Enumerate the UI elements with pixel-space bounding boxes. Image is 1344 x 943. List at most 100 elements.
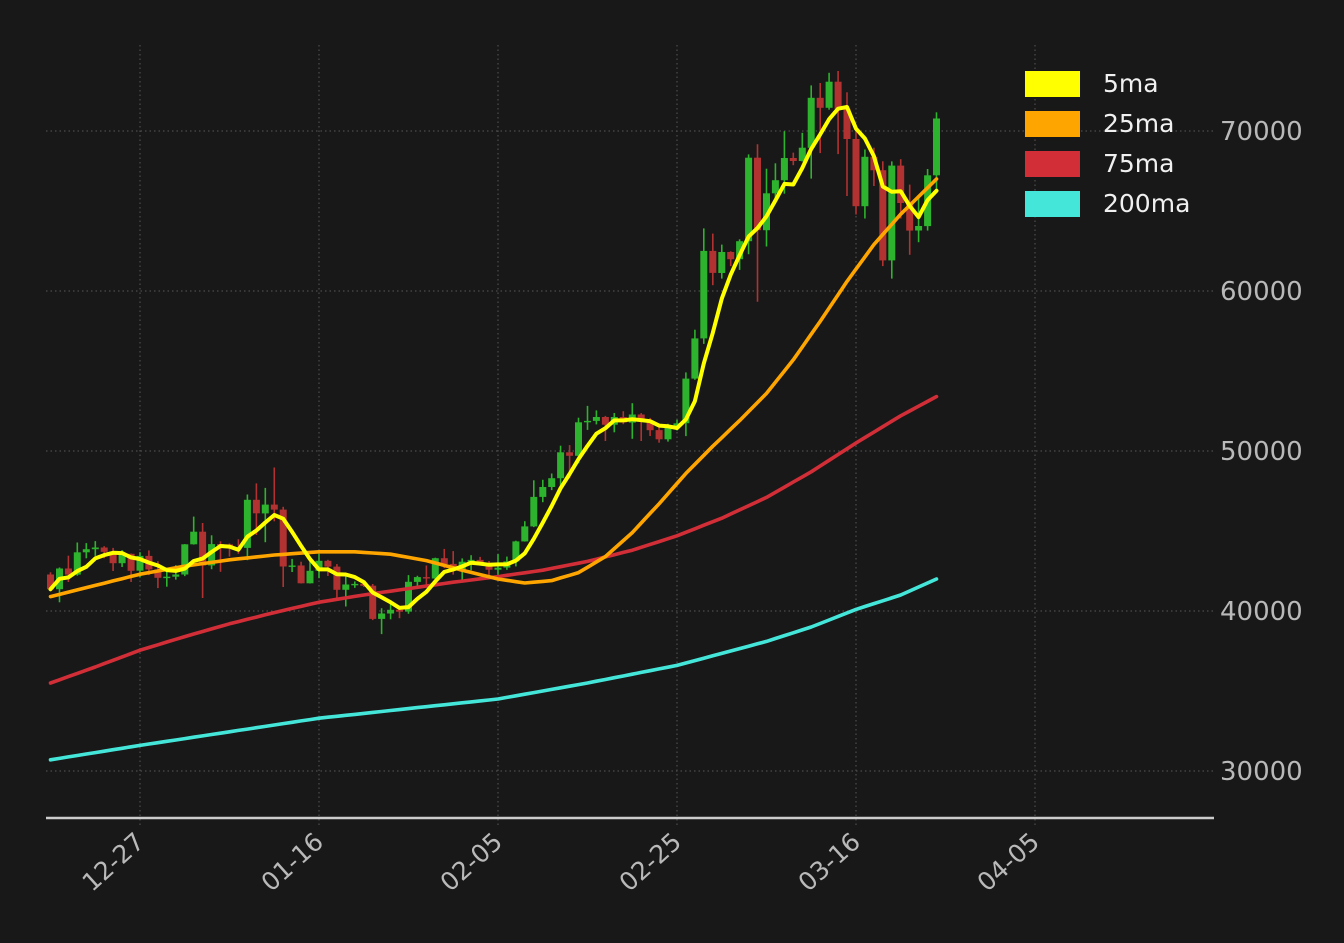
candle-body [861, 156, 869, 207]
legend-label: 5ma [1103, 69, 1159, 98]
candle-body [754, 157, 761, 231]
x-tick-label: 02-25 [614, 827, 687, 897]
candle-body [682, 378, 690, 424]
candle-body [109, 551, 117, 564]
grid [46, 45, 1214, 825]
candle-body [539, 487, 547, 497]
candle-body [270, 504, 278, 510]
candle-body [378, 613, 386, 619]
candle-body [575, 422, 582, 456]
candle-body [494, 567, 502, 570]
x-tick-label: 04-05 [972, 827, 1045, 897]
candle-body [208, 544, 216, 566]
legend-swatch-25ma [1025, 111, 1080, 137]
candle-body [763, 193, 770, 231]
candle-body [780, 158, 788, 181]
candle-body [798, 147, 806, 161]
x-tick-label: 01-16 [256, 827, 329, 897]
legend-item-75ma: 75ma [1025, 151, 1190, 177]
candle-body [369, 585, 377, 619]
candle-body [154, 569, 162, 578]
legend-swatch-75ma [1025, 151, 1080, 177]
candle-body [897, 165, 905, 203]
candle-body [476, 559, 484, 563]
candle-body [816, 97, 824, 108]
candle-body [73, 552, 81, 575]
candle-body [700, 250, 708, 339]
candle-body [199, 531, 207, 566]
legend-swatch-5ma [1025, 71, 1080, 97]
candle-body [342, 584, 350, 590]
legend-item-200ma: 200ma [1025, 191, 1190, 217]
candle-body [351, 583, 359, 586]
candle-body [673, 423, 681, 426]
y-tick-label: 70000 [1220, 117, 1303, 147]
candle-body [745, 157, 753, 242]
candle-body [736, 241, 744, 260]
candle-body [512, 541, 520, 562]
candle-body [592, 417, 600, 421]
y-tick-label: 40000 [1220, 597, 1303, 627]
candle-body [906, 203, 914, 231]
candle-body [566, 452, 574, 456]
candle-body [664, 425, 672, 440]
candle-body [315, 560, 323, 571]
y-tick-label: 60000 [1220, 277, 1303, 307]
candle-body [915, 226, 923, 231]
candle-body [118, 553, 126, 564]
candle-body [807, 97, 815, 148]
candle-body [243, 499, 251, 548]
legend-label: 25ma [1103, 109, 1175, 138]
x-tick-label: 03-16 [793, 827, 866, 897]
candle-body [252, 499, 260, 514]
candle-body [530, 496, 538, 527]
x-axis-labels: 12-27 01-16 02-05 02-25 03-16 04-05 [77, 827, 1045, 897]
ma-line-5ma [48, 105, 939, 610]
candle-body [413, 577, 421, 582]
y-tick-label: 30000 [1220, 757, 1303, 787]
candle-body [405, 581, 412, 612]
legend-item-5ma: 5ma [1025, 71, 1190, 97]
candle-body [47, 574, 54, 590]
candle-body [789, 158, 797, 161]
candle-body [637, 414, 645, 422]
candle-body [288, 565, 296, 567]
candle-body [190, 531, 198, 545]
candle-body [100, 547, 108, 552]
candle-body [718, 252, 726, 273]
candle-body [691, 338, 699, 379]
candle-body [172, 574, 180, 577]
legend-item-25ma: 25ma [1025, 111, 1190, 137]
candle-body [127, 553, 135, 571]
candle-body [825, 81, 833, 108]
candle-body [888, 165, 896, 261]
x-tick-label: 02-05 [435, 827, 508, 897]
candle-body [163, 576, 171, 579]
candle-body [548, 478, 556, 487]
candle-body [306, 570, 314, 584]
legend: 5ma 25ma 75ma 200ma [1025, 71, 1190, 217]
candle-body [82, 549, 90, 553]
candle-body [771, 180, 779, 194]
candle-body [870, 156, 878, 171]
ma-line-200ma [48, 577, 939, 762]
candle-body [440, 558, 448, 564]
candle-body [396, 609, 403, 612]
candle-body [843, 108, 851, 139]
candle-body [584, 420, 591, 423]
candle-body [655, 430, 663, 440]
candle-body [521, 526, 529, 542]
candle-body [279, 509, 287, 567]
candle-body [933, 118, 940, 176]
ma-line-75ma [48, 394, 939, 685]
legend-label: 75ma [1103, 149, 1175, 178]
legend-swatch-200ma [1025, 191, 1080, 217]
candle-body [601, 417, 609, 425]
candle-body [324, 560, 332, 567]
candle-body [181, 544, 189, 575]
candle-body [422, 577, 430, 579]
candle-body [431, 558, 439, 579]
candle-body [64, 568, 72, 575]
